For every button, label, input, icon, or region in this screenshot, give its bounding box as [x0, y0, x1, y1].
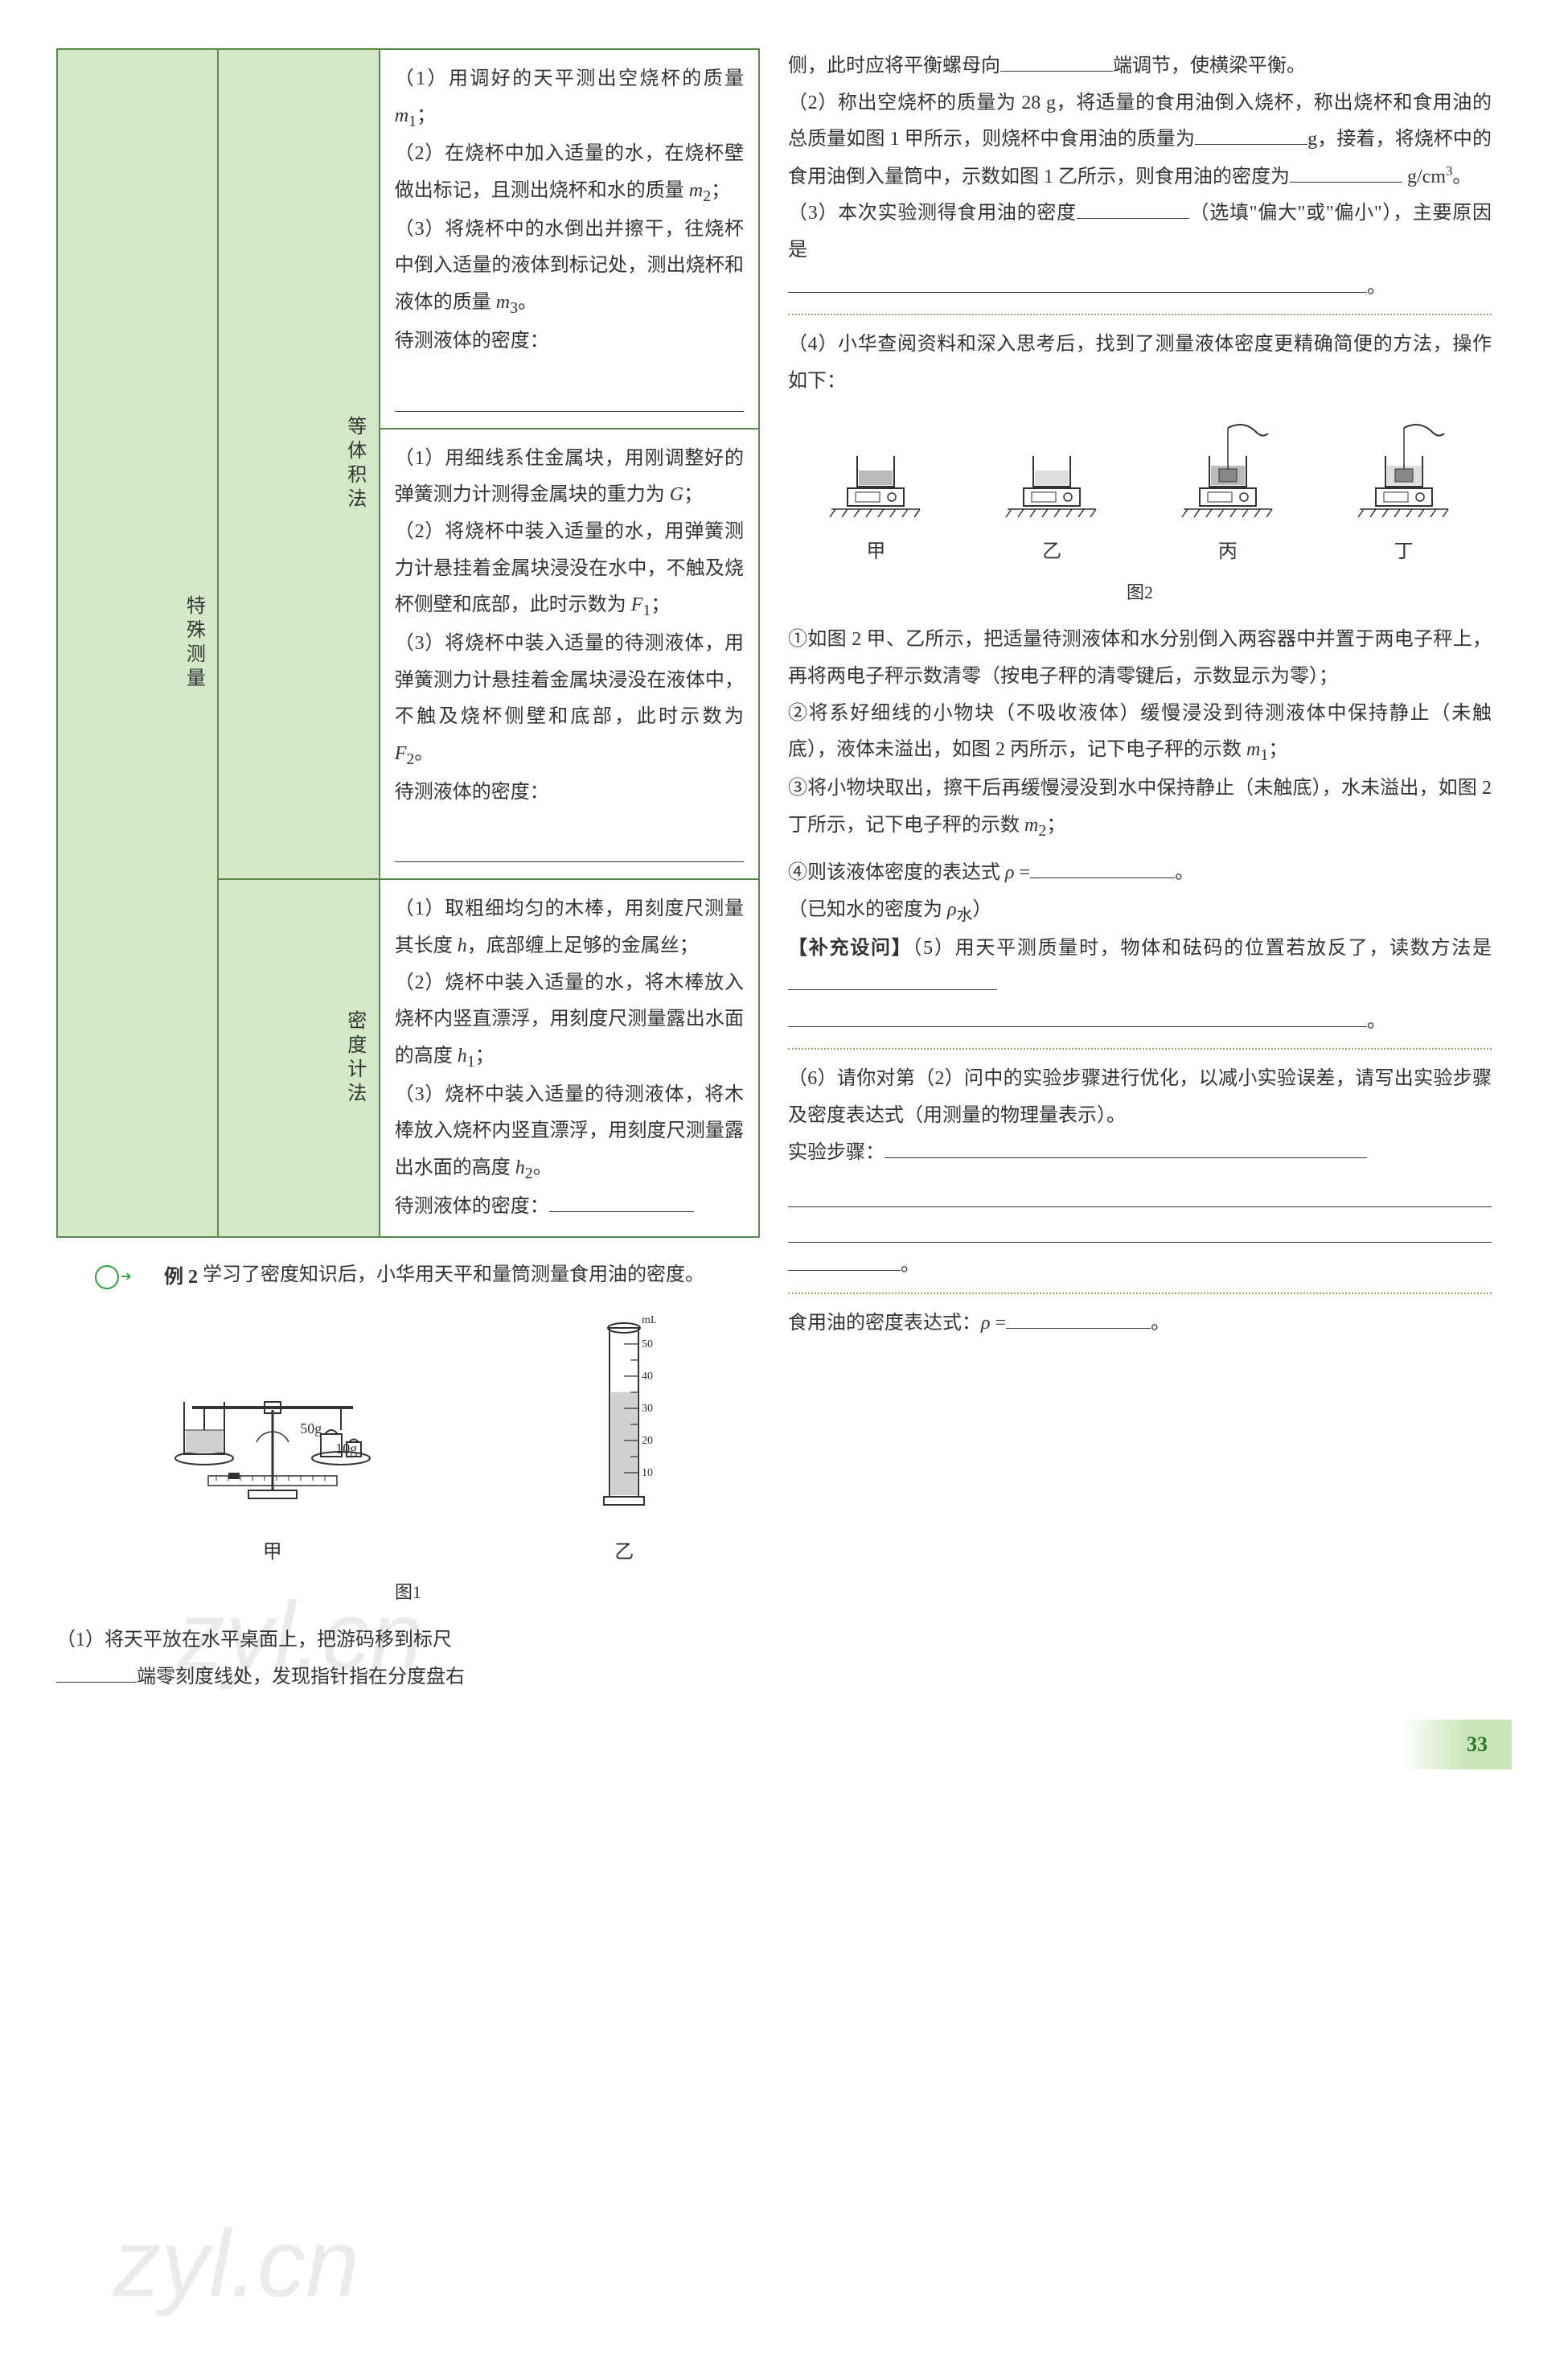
fig2-l3: 丁	[1344, 534, 1464, 571]
example-intro: 例 2 学习了密度知识后，小华用天平和量筒测量食用油的密度。	[56, 1257, 760, 1296]
cell-1b: （1）用细线系住金属块，用刚调整好的弹簧测力计测得金属块的重力为 G； （2）将…	[380, 429, 759, 880]
scale-ding	[1344, 416, 1464, 520]
inline-blank	[788, 275, 1367, 293]
dotted-divider	[788, 1293, 1492, 1294]
svg-text:mL: mL	[642, 1314, 656, 1326]
c1b-l2: （2）将烧杯中装入适量的水，用弹簧测力计悬挂着金属块浸没在水中，不触及烧杯侧壁和…	[395, 514, 744, 626]
q1-line1: （1）将天平放在水平桌面上，把游码移到标尺	[56, 1622, 760, 1659]
blank-line	[395, 832, 744, 862]
watermark: zyl.cn	[113, 2172, 359, 2355]
fig1-left-label: 甲	[160, 1535, 385, 1572]
inline-blank	[1006, 1311, 1151, 1329]
cell-2: （1）取粗细均匀的木棒，用刻度尺测量其长度 h，底部缠上足够的金属丝； （2）烧…	[380, 879, 759, 1237]
figure-1: 50g 10g 甲 mL	[56, 1312, 760, 1571]
inline-blank	[788, 1009, 1367, 1027]
r-supp5: 【补充设问】（5）用天平测质量时，物体和砝码的位置若放反了，读数方法是	[788, 931, 1492, 1004]
c1a-l2: （2）在烧杯中加入适量的水，在烧杯壁做出标记，且测出烧杯和水的质量 m2；	[395, 136, 744, 211]
svg-text:30: 30	[642, 1403, 653, 1415]
methods-table: 特殊测量 等体积法 （1）用调好的天平测出空烧杯的质量 m1； （2）在烧杯中加…	[56, 48, 760, 1238]
balance-svg	[160, 1321, 385, 1515]
q1-line2: 端零刻度线处，发现指针指在分度盘右	[56, 1659, 760, 1696]
period: 。	[1367, 277, 1386, 298]
inline-blank	[788, 973, 997, 991]
r-s4: ④则该液体密度的表达式 ρ =。	[788, 855, 1492, 892]
scale-bing	[1168, 416, 1288, 520]
dotted-divider	[788, 1048, 1492, 1050]
circle-arrow-icon	[95, 1265, 119, 1289]
fig2-l2: 丙	[1168, 534, 1288, 571]
blank-line	[395, 380, 744, 411]
fig2-l1: 乙	[991, 534, 1112, 571]
r-p1: 侧，此时应将平衡螺母向端调节，使横梁平衡。	[788, 48, 1492, 85]
inline-blank	[1030, 861, 1175, 879]
r-p3: （3）本次实验测得食用油的密度（选填"偏大"或"偏小"），主要原因是	[788, 195, 1492, 269]
sub-label-2: 密度计法	[218, 879, 379, 1237]
c1b-l4: 待测液体的密度：	[395, 775, 744, 812]
svg-text:40: 40	[642, 1371, 653, 1383]
example-marker: 例 2	[95, 1260, 198, 1297]
r-q6-steps: 实验步骤：	[788, 1135, 1492, 1172]
c1b-l1: （1）用细线系住金属块，用刚调整好的弹簧测力计测得金属块的重力为 G；	[395, 441, 744, 514]
svg-text:20: 20	[642, 1435, 653, 1447]
fig1-right-label: 乙	[592, 1535, 656, 1572]
r-s5: （已知水的密度为 ρ水）	[788, 892, 1492, 931]
example-text: 学习了密度知识后，小华用天平和量筒测量食用油的密度。	[203, 1264, 704, 1285]
c1a-l1: （1）用调好的天平测出空烧杯的质量 m1；	[395, 61, 744, 136]
c2-l4: 待测液体的密度：	[395, 1189, 744, 1226]
blank-line	[788, 1176, 1492, 1206]
svg-text:50: 50	[642, 1338, 653, 1350]
weight-10g: 10g	[330, 1435, 363, 1462]
inline-blank	[1290, 165, 1402, 183]
dotted-divider	[788, 314, 1492, 315]
cell-1a: （1）用调好的天平测出空烧杯的质量 m1； （2）在烧杯中加入适量的水，在烧杯壁…	[380, 49, 759, 429]
c2-l2: （2）烧杯中装入适量的水，将木棒放入烧杯内竖直漂浮，用刻度尺测量露出水面的高度 …	[395, 965, 744, 1077]
r-p4: （4）小华查阅资料和深入思考后，找到了测量液体密度更精确简便的方法，操作如下：	[788, 327, 1492, 400]
inline-blank	[1000, 54, 1113, 72]
sub-label-1: 等体积法	[218, 49, 379, 879]
period: 。	[1367, 1011, 1386, 1032]
inline-blank	[885, 1141, 1367, 1158]
weight-50g: 50g	[295, 1415, 327, 1442]
c1b-l3: （3）将烧杯中装入适量的待测液体，用弹簧测力计悬挂着金属块浸没在液体中，不触及烧…	[395, 626, 744, 775]
blank-line	[788, 1212, 1492, 1243]
period: 。	[901, 1255, 920, 1276]
outer-vertical-label: 特殊测量	[57, 49, 218, 1237]
c2-l1: （1）取粗细均匀的木棒，用刻度尺测量其长度 h，底部缠上足够的金属丝；	[395, 891, 744, 964]
example-label: 例 2	[125, 1260, 198, 1297]
figure-2: 甲 乙	[788, 416, 1492, 570]
inline-blank	[1077, 202, 1189, 220]
r-p2: （2）称出空烧杯的质量为 28 g，将适量的食用油倒入烧杯，称出烧杯和食用油的总…	[788, 85, 1492, 196]
svg-text:10: 10	[642, 1467, 653, 1479]
cylinder-svg: mL 50 40 30 20 10	[592, 1312, 656, 1521]
inline-blank	[1195, 128, 1307, 146]
page-number: 33	[56, 1720, 1512, 1769]
fig2-caption: 图2	[788, 576, 1492, 610]
inline-blank	[549, 1194, 694, 1212]
r-s2: ②将系好细线的小物块（不吸收液体）缓慢浸没到待测液体中保持静止（未触底），液体未…	[788, 696, 1492, 771]
c1a-l4: 待测液体的密度：	[395, 323, 744, 360]
c1a-l3: （3）将烧杯中的水倒出并擦干，往烧杯中倒入适量的液体到标记处，测出烧杯和液体的质…	[395, 212, 744, 323]
scale-jia	[815, 416, 936, 520]
r-s3: ③将小物块取出，擦干后再缓慢浸没到水中保持静止（未触底），水未溢出，如图 2 丁…	[788, 771, 1492, 845]
scale-yi	[991, 416, 1112, 520]
inline-blank	[56, 1665, 137, 1683]
supplement-label: 【补充设问】	[788, 938, 912, 959]
c2-l3: （3）烧杯中装入适量的待测液体，将木棒放入烧杯内竖直漂浮，用刻度尺测量露出水面的…	[395, 1077, 744, 1189]
fig1-caption: 图1	[56, 1576, 760, 1609]
r-q6: （6）请你对第（2）问中的实验步骤进行优化，以减小实验误差，请写出实验步骤及密度…	[788, 1061, 1492, 1134]
inline-blank	[788, 1253, 901, 1271]
r-s1: ①如图 2 甲、乙所示，把适量待测液体和水分别倒入两容器中并置于两电子秤上，再将…	[788, 622, 1492, 695]
r-q6-rho: 食用油的密度表达式：ρ =。	[788, 1305, 1492, 1342]
fig2-l0: 甲	[815, 534, 936, 571]
